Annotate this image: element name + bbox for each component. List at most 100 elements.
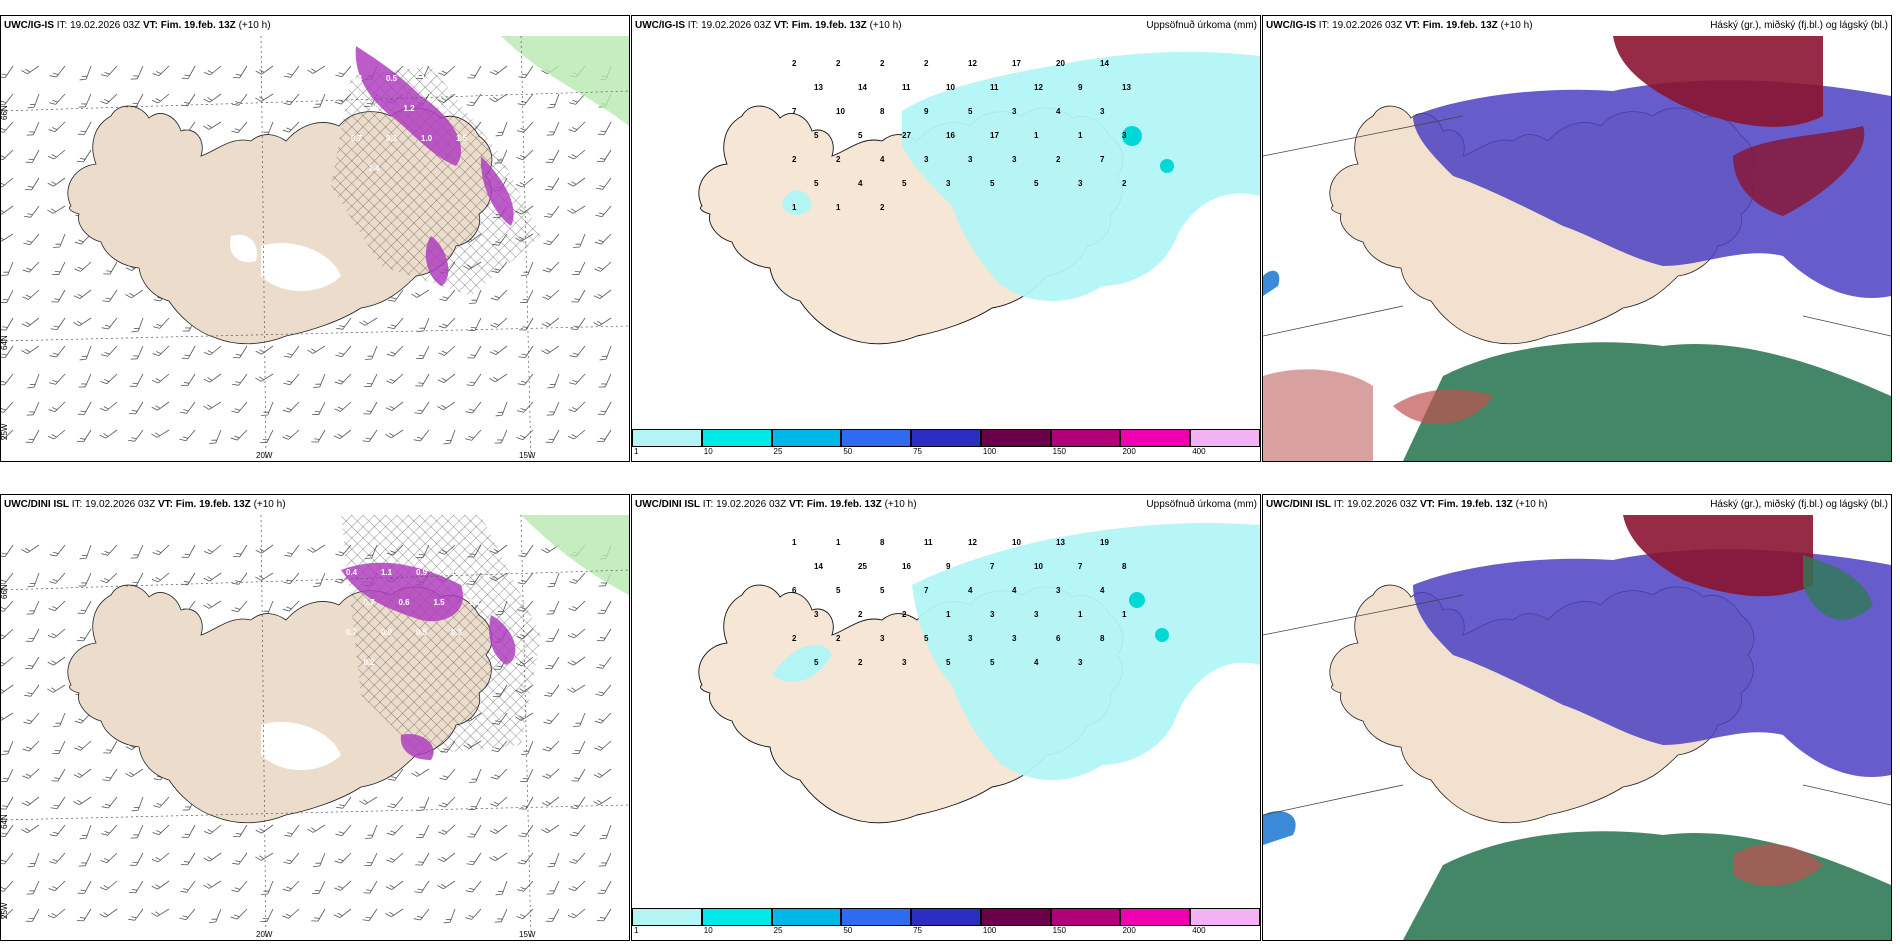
colorbar-swatch <box>911 908 981 926</box>
map-value-label: 16 <box>902 562 911 571</box>
colorbar-tick: 75 <box>913 447 923 456</box>
colorbar-swatch <box>1190 429 1260 447</box>
lat-label: 66N <box>1 584 9 599</box>
map-value-label: 1.3 <box>469 598 481 607</box>
map-value-label: 0.8 <box>439 104 451 113</box>
colorbar-swatch <box>771 429 842 447</box>
map-value-label: 9 <box>924 107 929 116</box>
panel-title: UWC/IG-IS IT: 19.02.2026 03Z VT: Fim. 19… <box>1263 16 1891 36</box>
wind-panel-top: UWC/IG-IS IT: 19.02.2026 03Z VT: Fim. 19… <box>0 15 630 462</box>
colorbar-swatch <box>1050 908 1121 926</box>
map-value-label: 3 <box>1078 658 1083 667</box>
map-value-label: 10 <box>1034 562 1043 571</box>
map-value-label: 2 <box>1056 155 1061 164</box>
map-value-label: 7 <box>1078 562 1083 571</box>
map-value-label: 3 <box>1012 634 1017 643</box>
map-value-label: 9 <box>1078 83 1083 92</box>
map-value-label: 5 <box>814 131 819 140</box>
map-value-label: 3 <box>924 155 929 164</box>
map-value-label: 2 <box>792 634 797 643</box>
map-value-label: 0.3 <box>451 628 463 637</box>
map-value-label: 8 <box>880 107 885 116</box>
map-value-label: 1.4 <box>369 164 381 173</box>
panel-subtitle: Uppsöfnuð úrkoma (mm) <box>1146 499 1257 510</box>
map-value-label: 5 <box>924 634 929 643</box>
map-value-label: 5 <box>968 107 973 116</box>
map-value-label: 2 <box>836 59 841 68</box>
map-value-label: 0.5 <box>416 628 428 637</box>
map-value-label: 5 <box>858 131 863 140</box>
lon-label: 25W <box>1 902 9 919</box>
map-value-label: 2 <box>792 59 797 68</box>
colorbar-swatch <box>841 429 912 447</box>
map-value-label: 10 <box>1012 538 1021 547</box>
map-value-label: 4 <box>1012 586 1017 595</box>
colorbar-tick: 50 <box>843 926 853 935</box>
mid-cloud <box>1613 36 1823 127</box>
value-labels: 0.4 1.1 0.9 1.2 0.7 0.6 1.5 1.3 0.7 0.9 0.5 0.3 0.2 <box>346 568 480 667</box>
map-value-label: 1 <box>1034 131 1039 140</box>
map-value-label: 1 <box>1078 610 1083 619</box>
colorbar-swatch <box>701 429 772 447</box>
map-value-label: 1 <box>836 203 841 212</box>
map-value-label: 4 <box>858 179 863 188</box>
colorbar-tick: 10 <box>703 926 713 935</box>
colorbar-swatch <box>701 908 772 926</box>
cloud-panel-top: UWC/IG-IS IT: 19.02.2026 03Z VT: Fim. 19… <box>1262 15 1892 462</box>
map-value-label: 5 <box>836 586 841 595</box>
map-value-label: 8 <box>1122 562 1127 571</box>
map-value-label: 0.5 <box>386 74 398 83</box>
map-value-label: 3 <box>1034 610 1039 619</box>
map-value-label: 5 <box>1034 179 1039 188</box>
high-cloud <box>1403 342 1891 461</box>
map-value-label: 4 <box>880 155 885 164</box>
colorbar-swatch <box>980 429 1051 447</box>
map-value-label: 13 <box>1122 83 1131 92</box>
map-value-label: 3 <box>1056 586 1061 595</box>
colorbar-swatch <box>1050 429 1121 447</box>
map-value-label: 1.3 <box>456 74 468 83</box>
colorbar-tick: 200 <box>1122 926 1136 935</box>
value-labels: 0.4 0.5 1.0 1.3 1.7 1.2 0.8 1.1 0.7 0.3 1.0 1.5 1.4 <box>351 74 485 173</box>
map-value-label: 0.7 <box>346 628 358 637</box>
map-value-label: 0.7 <box>364 598 376 607</box>
map-value-label: 8 <box>1100 634 1105 643</box>
precip-shading <box>355 46 462 166</box>
map-value-label: 3 <box>1100 107 1105 116</box>
colorbar-swatch <box>911 429 981 447</box>
lon-label: 20W <box>256 451 273 460</box>
map-value-label: 2 <box>1122 179 1127 188</box>
colorbar-swatch <box>632 908 702 926</box>
map-value-label: 0.6 <box>399 598 411 607</box>
map-value-label: 3 <box>968 155 973 164</box>
map-value-label: 27 <box>902 131 911 140</box>
precip-core <box>1122 126 1142 146</box>
map-value-label: 5 <box>814 658 819 667</box>
colorbar-tick: 150 <box>1052 926 1067 935</box>
cloud-map <box>1263 515 1891 940</box>
colorbar-tick: 400 <box>1192 926 1206 935</box>
map-value-label: 1.2 <box>404 104 416 113</box>
panel-title: UWC/IG-IS IT: 19.02.2026 03Z VT: Fim. 19… <box>632 16 1260 36</box>
map-value-label: 20 <box>1056 59 1065 68</box>
map-value-label: 13 <box>1056 538 1065 547</box>
colorbar-tick: 25 <box>773 447 783 456</box>
map-value-label: 4 <box>968 586 973 595</box>
panel-title: UWC/IG-IS IT: 19.02.2026 03Z VT: Fim. 19… <box>1 16 629 36</box>
panel-title: UWC/DINI ISL IT: 19.02.2026 03Z VT: Fim.… <box>1263 495 1891 515</box>
map-value-label: 5 <box>990 658 995 667</box>
lon-label: 20W <box>256 930 273 939</box>
map-value-label: 3 <box>1012 107 1017 116</box>
map-value-label: 1 <box>792 538 797 547</box>
colorbar-swatch <box>841 908 912 926</box>
map-value-label: 12 <box>968 538 977 547</box>
map-value-label: 0.4 <box>351 74 363 83</box>
map-value-label: 3 <box>1122 131 1127 140</box>
map-value-label: 0.3 <box>386 134 398 143</box>
map-value-label: 4 <box>1100 586 1105 595</box>
precip-field <box>902 51 1260 301</box>
map-value-label: 2 <box>902 610 907 619</box>
map-value-label: 0.7 <box>351 134 363 143</box>
panel-title: UWC/DINI ISL IT: 19.02.2026 03Z VT: Fim.… <box>1 495 629 515</box>
map-value-label: 2 <box>880 203 885 212</box>
